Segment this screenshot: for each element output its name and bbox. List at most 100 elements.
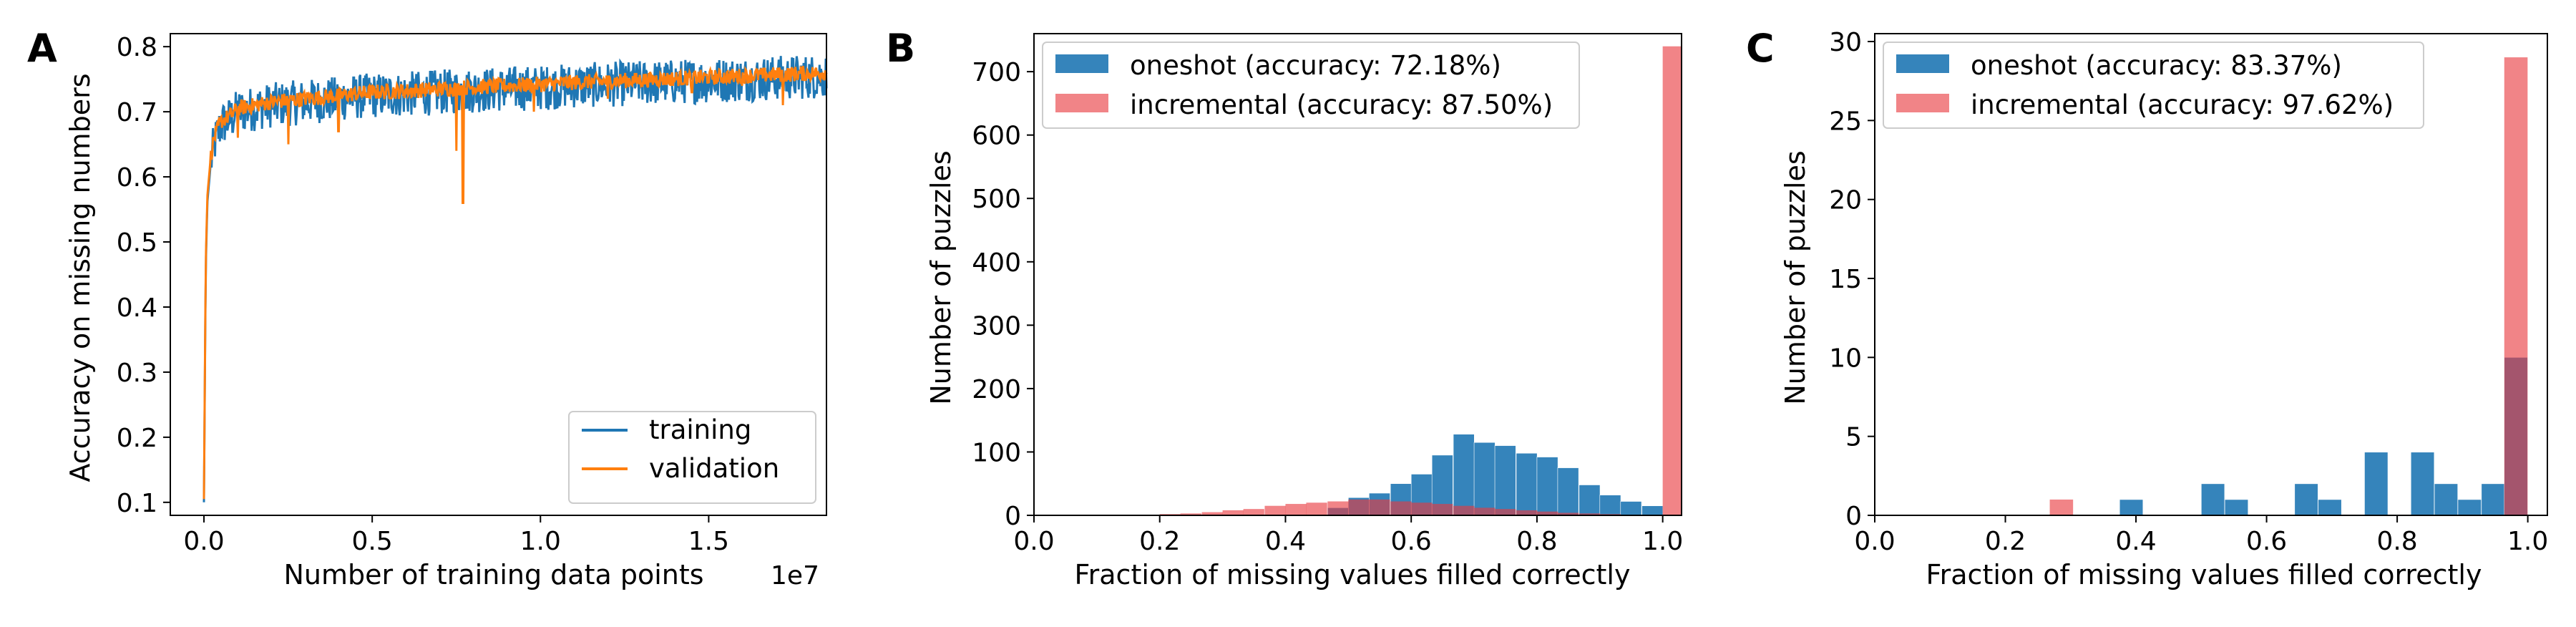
panel-b-ytick-label: 100 bbox=[972, 438, 1021, 467]
bar-b-s1 bbox=[1495, 509, 1516, 515]
bar-b-s1 bbox=[1453, 505, 1475, 515]
bar-b-s1 bbox=[1369, 499, 1390, 515]
panel-c-ytick-label: 10 bbox=[1829, 344, 1862, 373]
bar-c-s0 bbox=[2119, 499, 2144, 516]
panel-b-ytick-label: 200 bbox=[972, 375, 1021, 404]
bar-b-s0 bbox=[1579, 485, 1601, 516]
series-line-validation bbox=[203, 65, 828, 500]
bar-c-s0 bbox=[2318, 499, 2342, 516]
panel-c-ytick-label: 15 bbox=[1829, 265, 1862, 294]
panel-a-ytick-label: 0.4 bbox=[117, 293, 157, 323]
panel-c-ytick-label: 5 bbox=[1845, 423, 1862, 452]
panel-c-ytick-label: 20 bbox=[1829, 186, 1862, 215]
panel-c-ytick-label: 25 bbox=[1829, 107, 1862, 136]
panel-a-ytick-label: 0.8 bbox=[117, 33, 157, 62]
bar-b-s0 bbox=[1473, 442, 1496, 516]
legend-label-training: training bbox=[649, 414, 751, 445]
panel-a-ytick-label: 0.2 bbox=[117, 424, 157, 453]
panel-c-xtick-label: 0.8 bbox=[2376, 527, 2417, 556]
bar-b-s1 bbox=[1222, 510, 1244, 515]
panel-c-xtick-label: 1.0 bbox=[2507, 527, 2548, 556]
bar-b-s1 bbox=[1557, 512, 1579, 515]
bar-b-s0 bbox=[1494, 445, 1516, 516]
panel-a-ytick-label: 0.3 bbox=[117, 359, 157, 388]
panel-c-frame bbox=[1874, 33, 2548, 516]
bar-b-s0 bbox=[1599, 495, 1621, 516]
bar-c-s0 bbox=[2410, 452, 2435, 516]
panel-a-xtick-label: 0.0 bbox=[183, 527, 224, 556]
legend-label-b-0: oneshot (accuracy: 72.18%) bbox=[1130, 50, 1501, 81]
bar-b-s1 bbox=[1390, 501, 1412, 515]
panel-a-ytick-label: 0.1 bbox=[117, 489, 157, 518]
panel-a-ylabel: Accuracy on missing numbers bbox=[64, 73, 96, 482]
panel-c-plot-area: 0.0 0.2 0.4 0.6 0.8 1.0 0 5 10 15 20 25 30 oneshot (a… bbox=[1829, 28, 2548, 556]
panel-b-ytick-label: 600 bbox=[972, 122, 1021, 151]
panel-a-legend-box bbox=[568, 411, 816, 504]
panel-b-ytick-label: 400 bbox=[972, 248, 1021, 278]
bar-b-s1 bbox=[1474, 507, 1496, 515]
panel-a-xtick-label: 0.5 bbox=[352, 527, 393, 556]
panel-b-xlabel: Fraction of missing values filled correc… bbox=[1075, 559, 1631, 590]
bar-b-s1 bbox=[1285, 504, 1307, 515]
bar-b-s1 bbox=[1536, 511, 1558, 515]
bar-c-s0 bbox=[2457, 499, 2482, 516]
panel-c-ylabel: Number of puzzles bbox=[1780, 150, 1811, 404]
bar-b-s1 bbox=[1411, 502, 1433, 515]
bar-b-s0 bbox=[1620, 501, 1642, 516]
panel-a: A 0.0 0.5 1.0 1.5 0.1 0.2 0.3 0.4 0.5 0.6 0.7 0.8 tr… bbox=[27, 26, 828, 590]
bar-c-s1 bbox=[2049, 499, 2074, 515]
panel-a-frame bbox=[170, 33, 827, 516]
panel-b-ytick-label: 700 bbox=[972, 58, 1021, 87]
panel-a-ytick-label: 0.7 bbox=[117, 98, 157, 127]
panel-b-letter: B bbox=[886, 26, 915, 71]
panel-c-legend-box bbox=[1883, 42, 2424, 129]
panel-c-xlabel: Fraction of missing values filled correc… bbox=[1926, 559, 2482, 590]
bar-b-s1 bbox=[1327, 501, 1349, 515]
panel-b: B 0.0 0.2 0.4 0.6 0.8 1.0 0 100 200 300 400 500 600 7… bbox=[886, 26, 1683, 590]
panel-c-ytick-label: 30 bbox=[1829, 28, 1862, 57]
bar-b-s1 bbox=[1243, 509, 1264, 515]
bar-b-s0 bbox=[1516, 452, 1538, 516]
series-line-training bbox=[203, 56, 828, 502]
panel-b-xtick-label: 0.6 bbox=[1391, 527, 1432, 556]
panel-a-ytick-label: 0.5 bbox=[117, 228, 157, 258]
legend-swatch-c-0 bbox=[1896, 54, 1949, 73]
panel-a-xtick-label: 1.0 bbox=[520, 527, 561, 556]
panel-b-xtick-label: 1.0 bbox=[1642, 527, 1683, 556]
bar-b-s1 bbox=[1516, 510, 1538, 515]
bar-b-s1 bbox=[1348, 499, 1370, 515]
bar-b-s1 bbox=[1201, 512, 1223, 515]
bar-b-s0 bbox=[1536, 457, 1558, 516]
panel-c-letter: C bbox=[1746, 26, 1775, 71]
panel-c-xtick-label: 0.6 bbox=[2246, 527, 2287, 556]
panel-b-ytick-label: 0 bbox=[1005, 502, 1021, 531]
bar-c-s0 bbox=[2294, 483, 2318, 516]
panel-b-frame bbox=[1033, 33, 1682, 516]
panel-c-ytick-label: 0 bbox=[1845, 502, 1862, 531]
panel-b-ytick-label: 500 bbox=[972, 185, 1021, 214]
panel-b-legend-box bbox=[1042, 42, 1580, 129]
panel-c-xtick-label: 0.0 bbox=[1854, 527, 1895, 556]
panel-b-xtick-label: 0.0 bbox=[1013, 527, 1054, 556]
legend-swatch-c-1 bbox=[1896, 94, 1949, 112]
panel-b-plot-area: 0.0 0.2 0.4 0.6 0.8 1.0 0 100 200 300 400 500 600 700… bbox=[972, 33, 1683, 556]
panel-b-xtick-label: 0.8 bbox=[1516, 527, 1557, 556]
bar-c-s1 bbox=[2504, 57, 2528, 515]
bar-b-s1 bbox=[1306, 502, 1327, 515]
panel-c-xtick-label: 0.4 bbox=[2115, 527, 2156, 556]
legend-swatch-b-0 bbox=[1055, 54, 1108, 73]
panel-a-ytick-label: 0.6 bbox=[117, 163, 157, 193]
panel-b-ytick-label: 300 bbox=[972, 311, 1021, 341]
bar-b-s0 bbox=[1453, 434, 1475, 516]
legend-label-c-0: oneshot (accuracy: 83.37%) bbox=[1971, 50, 2342, 81]
panel-a-x-offset: 1e7 bbox=[771, 561, 819, 590]
panel-a-letter: A bbox=[27, 26, 57, 71]
panel-a-plot-area: 0.0 0.5 1.0 1.5 0.1 0.2 0.3 0.4 0.5 0.6 0.7 0.8 trai… bbox=[117, 33, 828, 556]
bar-b-s1 bbox=[1579, 513, 1601, 515]
bar-b-s1 bbox=[1662, 46, 1682, 516]
legend-label-c-1: incremental (accuracy: 97.62%) bbox=[1971, 89, 2394, 120]
panel-c-xtick-label: 0.2 bbox=[1985, 527, 2026, 556]
bar-c-s0 bbox=[2201, 483, 2225, 516]
legend-label-validation: validation bbox=[649, 453, 779, 484]
